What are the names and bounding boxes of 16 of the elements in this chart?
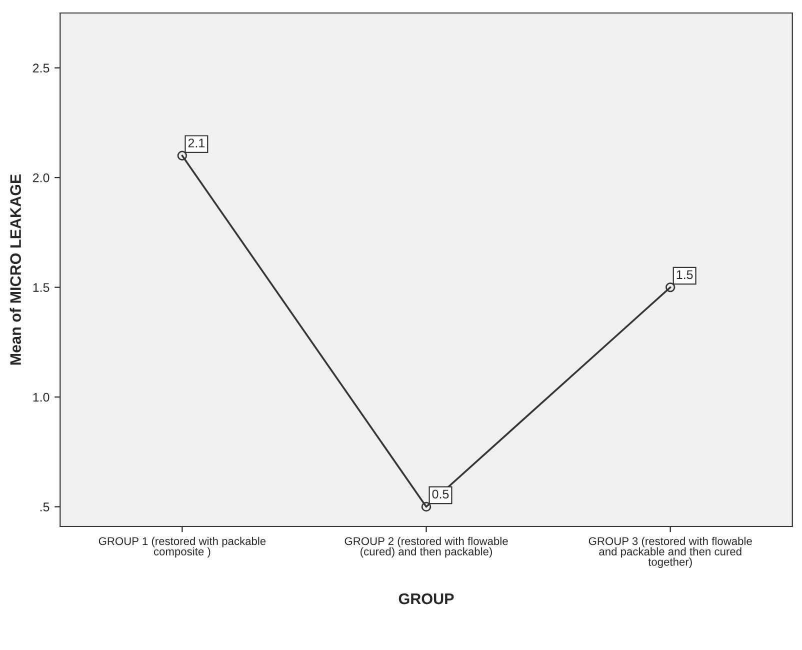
point <box>665 282 676 292</box>
data-label: 2.1 <box>188 138 205 148</box>
y-axis-title: Mean of MICRO LEAKAGE <box>10 174 22 365</box>
data-label: 1.5 <box>676 270 693 280</box>
x-tick-label: GROUP 2 (restored with flowable (cured) and then packable) <box>344 536 508 558</box>
y-tick-label: 1.0 <box>33 392 50 402</box>
x-tick-label: GROUP 1 (restored with packable composite ) <box>98 536 266 558</box>
y-tick-label: 1.5 <box>33 283 50 292</box>
x-tick-label: GROUP 3 (restored with flowable and packable and then cured together) <box>588 536 752 568</box>
y-tick-label: 2.0 <box>32 173 50 182</box>
y-tick-label: .5 <box>40 502 50 512</box>
y-tick-label: 2.5 <box>32 64 50 73</box>
point <box>421 502 432 512</box>
x-axis-title: GROUP <box>398 593 454 604</box>
point <box>177 150 188 160</box>
data-label: 0.5 <box>432 490 449 499</box>
